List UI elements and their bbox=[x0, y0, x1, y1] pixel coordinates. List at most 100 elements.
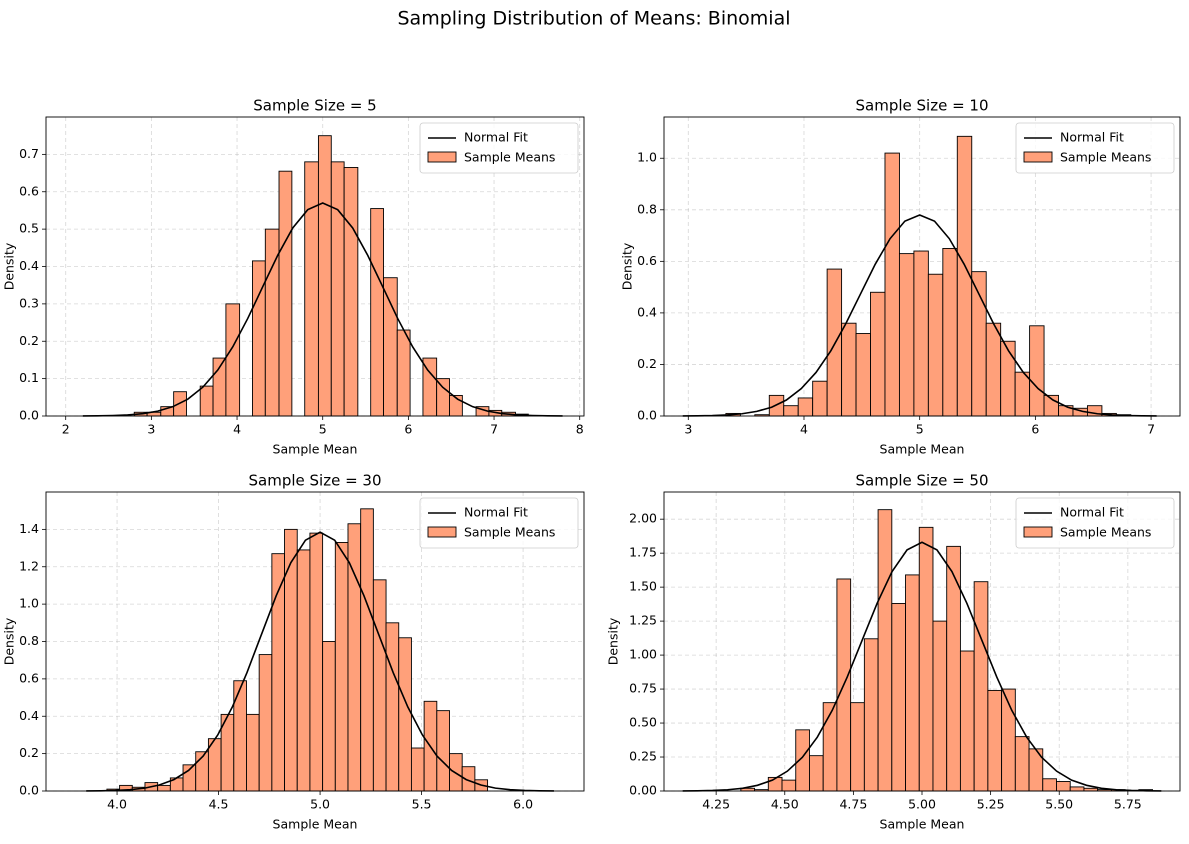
subplot-title: Sample Size = 50 bbox=[856, 472, 989, 490]
legend-patch-swatch bbox=[1023, 526, 1053, 538]
histogram-bar bbox=[781, 779, 797, 792]
x-tick-label: 6 bbox=[1031, 422, 1039, 437]
y-tick-label: 0.50 bbox=[629, 715, 657, 730]
y-tick-label: 0.6 bbox=[19, 183, 39, 198]
y-tick-label: 0.2 bbox=[637, 356, 657, 371]
histogram-bar bbox=[1014, 736, 1030, 792]
x-tick-label: 5 bbox=[319, 422, 327, 437]
histogram-bar bbox=[1058, 405, 1074, 417]
fit-line bbox=[82, 202, 563, 417]
legend-label: Normal Fit bbox=[464, 130, 528, 145]
x-tick-label: 3 bbox=[147, 422, 155, 437]
histogram-bar bbox=[309, 532, 324, 792]
subplot-title: Sample Size = 5 bbox=[253, 97, 376, 115]
histogram-bar bbox=[927, 273, 944, 417]
histogram-bar bbox=[913, 250, 929, 417]
legend-patch-swatch bbox=[1023, 151, 1053, 163]
legend-label: Sample Means bbox=[1060, 150, 1151, 165]
histogram-bar bbox=[959, 650, 975, 792]
histogram-bar bbox=[891, 602, 906, 792]
histogram-bar bbox=[199, 385, 214, 417]
histogram-bar bbox=[1042, 778, 1057, 792]
histogram-bar bbox=[826, 268, 843, 417]
y-tick-label: 0.6 bbox=[19, 670, 39, 685]
y-tick-label: 0.4 bbox=[637, 304, 657, 319]
legend-label: Normal Fit bbox=[464, 505, 528, 520]
subplot: 4.0 4.5 5.0 5.5 6.0 0.0 0.2 0.4 0.6 0.8 1.0 1.2 1.4 S… bbox=[2, 472, 585, 832]
histogram-bar bbox=[1029, 325, 1045, 417]
subplot-title: Sample Size = 10 bbox=[856, 97, 989, 115]
histogram-bar bbox=[1000, 340, 1016, 417]
legend-label: Normal Fit bbox=[1060, 130, 1124, 145]
y-tick-label: 0.75 bbox=[629, 681, 657, 696]
histogram-bar bbox=[783, 405, 799, 417]
x-tick-label: 5.75 bbox=[1114, 797, 1142, 812]
x-axis-label: Sample Mean bbox=[880, 817, 965, 832]
x-tick-label: 3 bbox=[684, 422, 692, 437]
x-tick-label: 7 bbox=[490, 422, 498, 437]
x-tick-label: 2 bbox=[62, 422, 70, 437]
y-tick-label: 0.8 bbox=[19, 633, 39, 648]
y-axis-label: Density bbox=[606, 617, 621, 665]
histogram-bar bbox=[809, 755, 824, 792]
histogram-bar bbox=[1069, 786, 1085, 792]
histogram-bar bbox=[334, 542, 349, 792]
histogram-bar bbox=[905, 574, 920, 792]
y-tick-label: 0.3 bbox=[19, 295, 39, 310]
y-tick-label: 1.4 bbox=[19, 521, 39, 536]
y-tick-label: 2.00 bbox=[629, 511, 657, 526]
axes-frame bbox=[45, 116, 585, 417]
y-tick-label: 0.0 bbox=[19, 408, 39, 423]
histogram-bar bbox=[855, 333, 871, 417]
y-axis-label: Density bbox=[2, 617, 17, 665]
legend-frame bbox=[1015, 497, 1175, 549]
histogram-bar bbox=[898, 253, 915, 417]
figure-title: Sampling Distribution of Means: Binomial bbox=[397, 8, 790, 30]
histogram-bar bbox=[987, 689, 1003, 792]
histogram-bar bbox=[946, 545, 961, 792]
y-tick-label: 1.75 bbox=[629, 545, 657, 560]
y-tick-label: 0.0 bbox=[637, 408, 657, 423]
x-tick-label: 5.00 bbox=[908, 797, 936, 812]
y-tick-label: 0.0 bbox=[19, 783, 39, 798]
y-tick-label: 1.00 bbox=[629, 647, 657, 662]
histogram-bar bbox=[850, 702, 865, 792]
y-tick-label: 1.0 bbox=[637, 150, 657, 165]
legend-patch-swatch bbox=[427, 526, 457, 538]
histogram-bar bbox=[284, 528, 298, 792]
histogram-bar bbox=[370, 208, 384, 417]
histogram-bar bbox=[258, 654, 273, 792]
histogram-bar bbox=[822, 702, 838, 792]
legend-frame bbox=[419, 122, 579, 174]
x-tick-label: 4.5 bbox=[209, 797, 229, 812]
x-tick-label: 5.5 bbox=[412, 797, 432, 812]
y-tick-label: 0.8 bbox=[637, 201, 657, 216]
histogram-bar bbox=[396, 329, 411, 417]
histogram-bar bbox=[246, 713, 260, 792]
y-axis-label: Density bbox=[620, 242, 635, 290]
legend-patch-swatch bbox=[427, 151, 457, 163]
x-tick-label: 4.75 bbox=[839, 797, 867, 812]
histogram-bar bbox=[398, 637, 412, 792]
y-tick-label: 1.2 bbox=[19, 558, 39, 573]
histogram-bar bbox=[410, 747, 425, 792]
subplot: 3 4 5 6 7 0.0 0.2 0.4 0.6 0.8 1.0 Sample Size = 10 S… bbox=[620, 97, 1181, 457]
histogram-bar bbox=[870, 291, 886, 417]
fit-line bbox=[682, 541, 1162, 792]
y-tick-label: 1.0 bbox=[19, 596, 39, 611]
histogram-bar bbox=[767, 776, 783, 792]
fit-line bbox=[682, 214, 1157, 417]
histogram-bar bbox=[385, 622, 400, 792]
subplot: 2 3 4 5 6 7 8 0.0 0.1 0.2 0.3 0.4 0.5 0.6 0.7 Sample Si… bbox=[2, 97, 585, 457]
legend-label: Sample Means bbox=[464, 150, 555, 165]
histogram-bar bbox=[985, 322, 1002, 417]
histogram-bar bbox=[1056, 781, 1071, 792]
legend-label: Sample Means bbox=[464, 525, 555, 540]
histogram-bar bbox=[973, 581, 989, 792]
y-tick-label: 0.5 bbox=[19, 221, 39, 236]
axes-frame bbox=[45, 491, 585, 792]
histogram-bar bbox=[436, 378, 450, 417]
histogram-bar bbox=[372, 579, 387, 792]
